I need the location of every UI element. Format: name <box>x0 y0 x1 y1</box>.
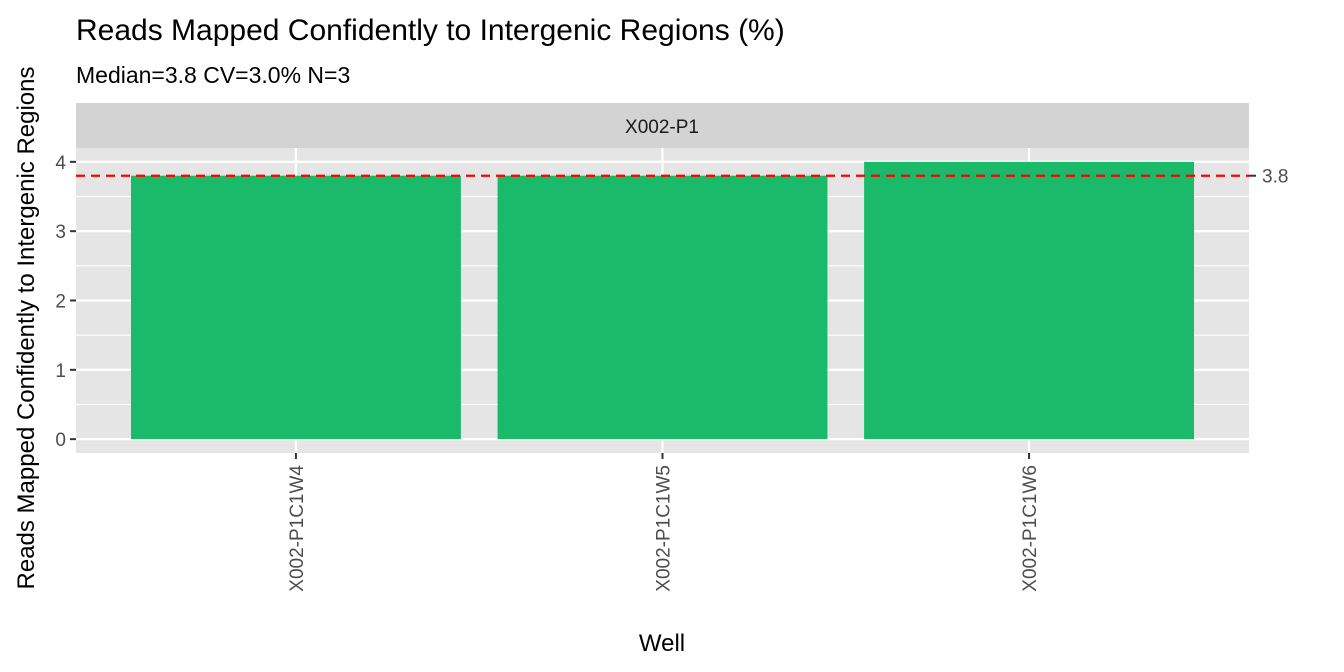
y-tick-label: 3 <box>55 222 66 243</box>
chart-subtitle: Median=3.8 CV=3.0% N=3 <box>76 62 350 88</box>
y-tick-label: 4 <box>55 153 66 174</box>
facet-strip <box>76 103 1249 148</box>
median-reference-label: 3.8 <box>1262 167 1288 188</box>
bars <box>130 161 1195 440</box>
y-axis-ticks: 0 1 2 3 4 <box>55 153 76 451</box>
y-tick-label: 1 <box>55 361 66 382</box>
x-axis-ticks: X002-P1C1W4 X002-P1C1W5 X002-P1C1W6 <box>287 453 1041 592</box>
bar-X002-P1C1W5 <box>497 175 828 440</box>
y-tick-label: 0 <box>55 430 66 451</box>
x-tick-label: X002-P1C1W6 <box>1020 465 1041 592</box>
chart-title: Reads Mapped Confidently to Intergenic R… <box>76 14 785 47</box>
y-axis-title: Reads Mapped Confidently to Intergenic R… <box>13 67 40 590</box>
bar-X002-P1C1W6 <box>864 161 1195 440</box>
x-tick-label: X002-P1C1W4 <box>287 465 308 592</box>
x-tick-label: X002-P1C1W5 <box>654 465 675 592</box>
facet-label: X002-P1 <box>625 117 699 138</box>
bar-X002-P1C1W4 <box>130 175 461 440</box>
x-axis-title: Well <box>639 630 685 657</box>
y-tick-label: 2 <box>55 292 66 313</box>
